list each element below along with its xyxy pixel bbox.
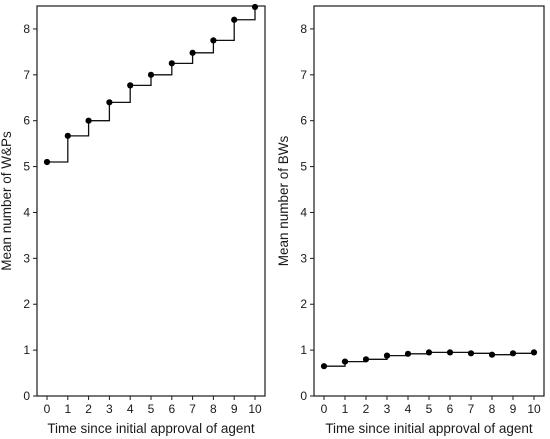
x-tick-label: 10 [248, 402, 262, 416]
x-tick-label: 2 [85, 402, 92, 416]
data-point [446, 349, 454, 356]
data-point [127, 82, 134, 89]
y-tick-label: 8 [23, 22, 30, 36]
data-point [530, 349, 538, 356]
y-axis-title: Mean number of BWs [276, 135, 291, 266]
y-tick-label: 2 [300, 297, 307, 311]
data-point [231, 16, 238, 23]
y-tick-label: 1 [300, 343, 307, 357]
data-point [383, 352, 391, 359]
x-tick-label: 3 [106, 402, 113, 416]
y-tick-label: 1 [23, 343, 30, 357]
data-point [341, 358, 349, 365]
x-tick-label: 1 [342, 402, 349, 416]
data-point [85, 117, 92, 124]
data-point [251, 3, 259, 11]
y-tick-label: 2 [23, 297, 30, 311]
y-tick-label: 8 [300, 22, 307, 36]
data-point [64, 132, 71, 139]
data-point [210, 37, 217, 44]
data-point [425, 349, 433, 356]
data-point [43, 158, 51, 166]
x-tick-label: 7 [189, 402, 196, 416]
x-tick-label: 8 [489, 402, 496, 416]
x-tick-label: 10 [527, 402, 541, 416]
x-tick-label: 8 [210, 402, 217, 416]
x-tick-label: 0 [44, 402, 51, 416]
y-tick-label: 7 [300, 68, 307, 82]
y-tick-label: 4 [23, 205, 30, 219]
data-point [320, 363, 328, 370]
y-tick-label: 0 [300, 389, 307, 403]
y-tick-label: 5 [23, 160, 30, 174]
data-point [106, 99, 113, 106]
data-point [488, 351, 496, 358]
y-tick-label: 5 [300, 160, 307, 174]
y-tick-label: 3 [23, 251, 30, 265]
data-point [168, 60, 175, 67]
x-tick-label: 0 [321, 402, 328, 416]
plot-frame [313, 5, 545, 397]
x-tick-label: 6 [168, 402, 175, 416]
data-point [467, 350, 475, 357]
x-axis-title: Time since initial approval of agent [47, 421, 255, 436]
y-axis-title: Mean number of W&Ps [0, 131, 14, 271]
x-tick-label: 5 [148, 402, 155, 416]
y-tick-label: 3 [300, 251, 307, 265]
plot-frame [36, 5, 266, 397]
x-tick-label: 9 [510, 402, 517, 416]
x-tick-label: 4 [405, 402, 412, 416]
x-tick-label: 1 [64, 402, 71, 416]
x-tick-label: 9 [231, 402, 238, 416]
step-line [47, 6, 256, 163]
x-tick-label: 3 [384, 402, 391, 416]
y-tick-label: 6 [23, 114, 30, 128]
x-tick-label: 7 [468, 402, 475, 416]
data-point [147, 71, 155, 78]
data-point [189, 49, 196, 56]
y-tick-label: 4 [300, 205, 307, 219]
data-point [509, 350, 517, 357]
x-axis-title: Time since initial approval of agent [325, 421, 533, 436]
data-point [362, 356, 370, 363]
y-tick-label: 7 [23, 68, 30, 82]
x-tick-label: 4 [127, 402, 134, 416]
x-tick-label: 2 [363, 402, 370, 416]
data-point [404, 350, 412, 357]
y-tick-label: 0 [23, 389, 30, 403]
y-tick-label: 6 [300, 114, 307, 128]
x-tick-label: 6 [447, 402, 454, 416]
x-tick-label: 5 [426, 402, 433, 416]
